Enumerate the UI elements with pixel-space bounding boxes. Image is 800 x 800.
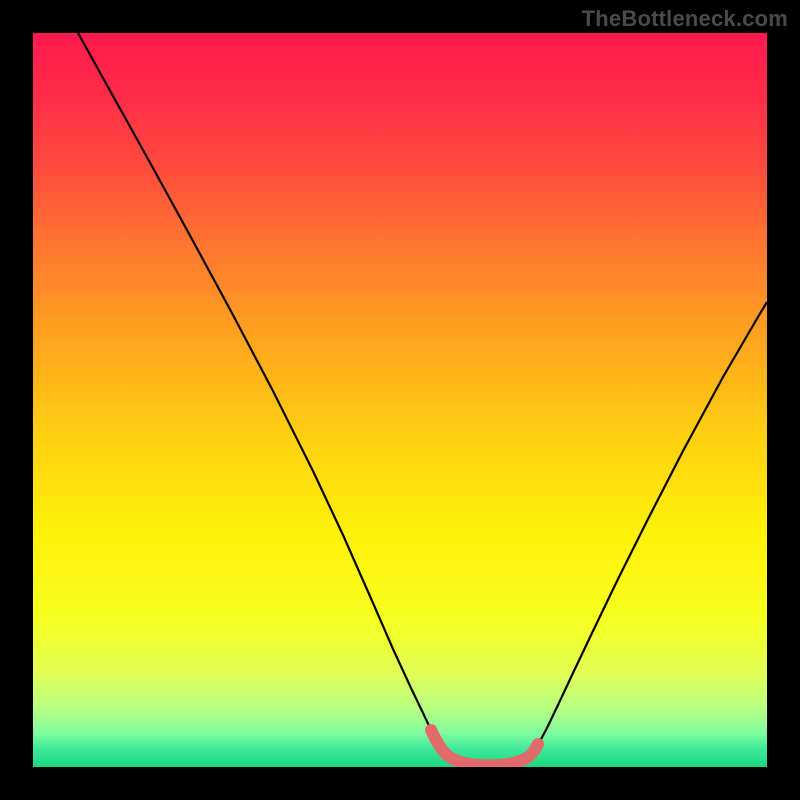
stage: TheBottleneck.com: [0, 0, 800, 800]
chart-svg: [0, 0, 800, 800]
watermark-text: TheBottleneck.com: [582, 6, 788, 32]
plot-area: [33, 33, 767, 767]
